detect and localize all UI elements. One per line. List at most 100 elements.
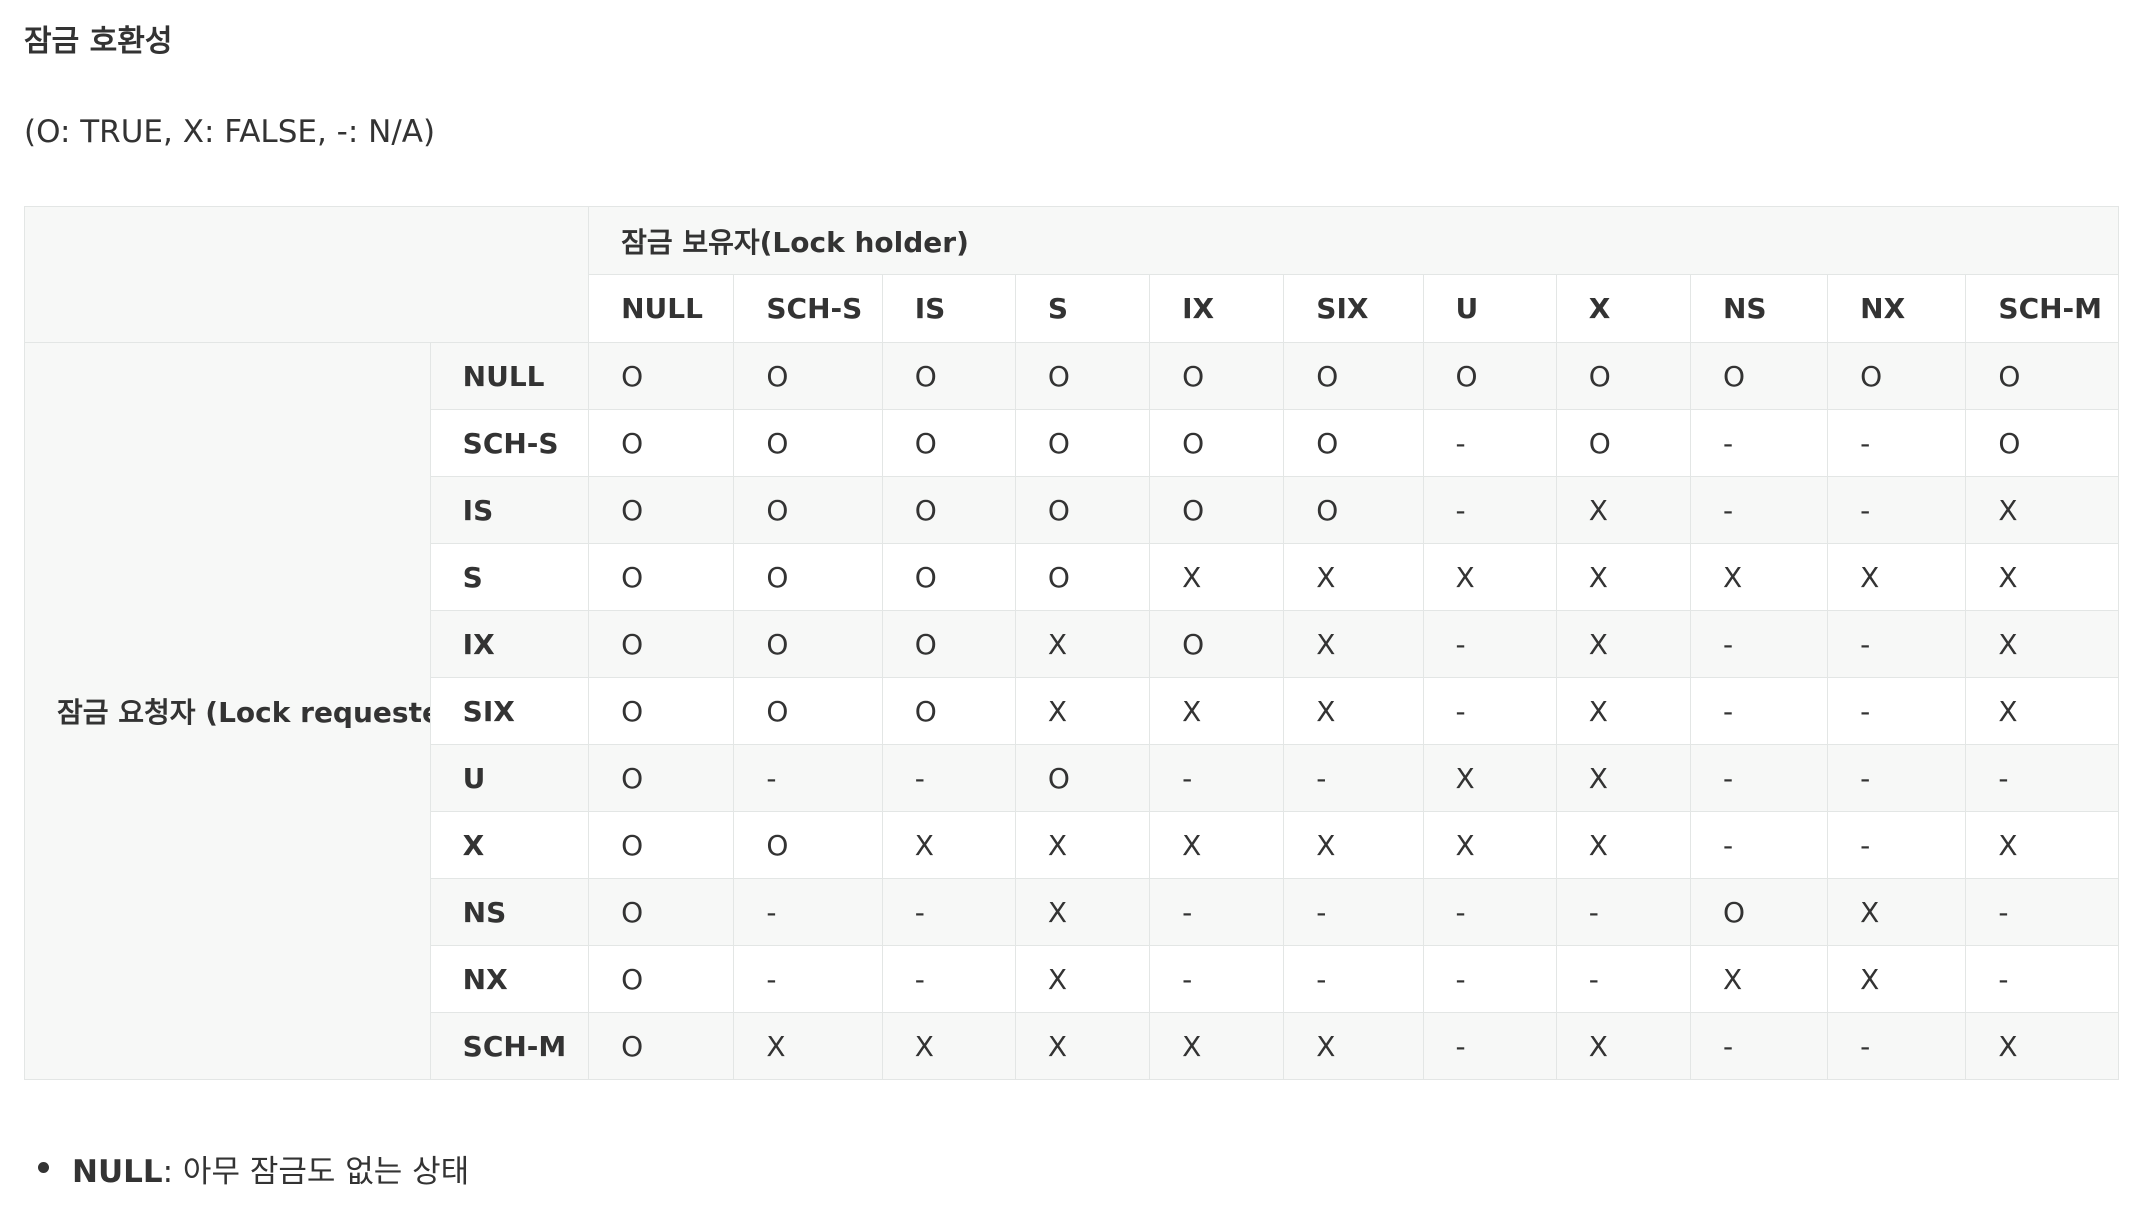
compat-cell: O <box>588 476 735 544</box>
bullet-list: NULL: 아무 잠금도 없는 상태 <box>24 1146 469 1191</box>
compat-cell: O <box>1283 342 1424 410</box>
compat-cell: O <box>733 543 883 611</box>
compat-cell: - <box>1422 878 1557 946</box>
legend-text: (O: TRUE, X: FALSE, -: N/A) <box>24 114 436 150</box>
column-header-u: U <box>1422 274 1557 343</box>
compat-cell: X <box>1014 945 1151 1013</box>
compat-cell: O <box>1965 342 2119 410</box>
compat-cell: - <box>1689 610 1829 678</box>
column-header-sch-s: SCH-S <box>733 274 883 343</box>
compat-cell: O <box>1149 409 1285 477</box>
compat-cell: X <box>1014 1012 1151 1080</box>
column-header-s: S <box>1014 274 1151 343</box>
compat-cell: - <box>1689 677 1829 745</box>
compat-cell: X <box>1965 476 2119 544</box>
compat-cell: X <box>1283 811 1424 879</box>
holder-header: 잠금 보유자(Lock holder) <box>588 206 2119 275</box>
compat-cell: O <box>1555 409 1691 477</box>
compat-cell: O <box>1689 878 1829 946</box>
compat-cell: X <box>1283 1012 1424 1080</box>
compat-cell: - <box>1283 945 1424 1013</box>
compat-cell: O <box>588 409 735 477</box>
column-header-x: X <box>1555 274 1691 343</box>
compat-cell: O <box>733 409 883 477</box>
compat-cell: X <box>1555 1012 1691 1080</box>
compat-cell: - <box>1422 945 1557 1013</box>
compat-cell: O <box>1014 744 1151 812</box>
compat-cell: - <box>1149 744 1285 812</box>
compat-cell: X <box>1555 610 1691 678</box>
compat-cell: O <box>733 476 883 544</box>
compat-cell: O <box>588 1012 735 1080</box>
compat-cell: X <box>1555 744 1691 812</box>
row-header-s: S <box>429 543 590 611</box>
compat-cell: X <box>881 1012 1016 1080</box>
compat-cell: X <box>733 1012 883 1080</box>
compat-cell: O <box>588 878 735 946</box>
bullet-term: NULL <box>72 1154 163 1190</box>
compat-cell: - <box>1283 744 1424 812</box>
row-header-six: SIX <box>429 677 590 745</box>
requester-header: 잠금 요청자 (Lock requester) <box>24 342 431 1080</box>
compat-cell: O <box>733 342 883 410</box>
compat-cell: X <box>1014 677 1151 745</box>
compat-cell: X <box>1283 610 1424 678</box>
compat-cell: - <box>1965 878 2119 946</box>
table-row: IS O O O O O O - X - - X <box>25 476 2119 544</box>
corner-cell <box>23 206 590 343</box>
compat-cell: X <box>1965 610 2119 678</box>
compat-cell: O <box>588 342 735 410</box>
compat-cell: X <box>1014 610 1151 678</box>
compat-cell: X <box>1965 677 2119 745</box>
compat-cell: - <box>1422 677 1557 745</box>
compat-cell: O <box>733 677 883 745</box>
compat-cell: X <box>1014 811 1151 879</box>
section-heading: 잠금 호환성 <box>24 24 173 59</box>
bullet-text: : 아무 잠금도 없는 상태 <box>162 1154 470 1190</box>
compat-cell: - <box>1689 409 1829 477</box>
compat-cell: O <box>1149 476 1285 544</box>
row-header-is: IS <box>429 476 590 544</box>
compat-cell: - <box>1827 677 1967 745</box>
row-header-x: X <box>429 811 590 879</box>
compat-cell: O <box>1283 476 1424 544</box>
compat-cell: O <box>881 610 1016 678</box>
compat-cell: O <box>881 476 1016 544</box>
compat-cell: O <box>588 945 735 1013</box>
column-header-six: SIX <box>1283 274 1424 343</box>
table-body: 잠금 보유자(Lock holder) NULL SCH-S IS S IX SIX U X N… <box>23 206 2119 1080</box>
table-row: SCH-S O O O O O O - O - - O <box>25 409 2119 477</box>
compat-cell: O <box>1422 342 1557 410</box>
column-header-null: NULL <box>588 274 735 343</box>
column-header-ns: NS <box>1689 274 1829 343</box>
compat-cell: X <box>1965 811 2119 879</box>
column-header-ix: IX <box>1149 274 1285 343</box>
compat-cell: - <box>881 945 1016 1013</box>
compat-cell: X <box>1827 543 1967 611</box>
table-row: IX O O O X O X - X - - X <box>25 610 2119 678</box>
table-row: 잠금 요청자 (Lock requester) NULL O O O O O O O O O O O <box>24 342 2119 1080</box>
compat-cell: - <box>1149 945 1285 1013</box>
compat-cell: O <box>1283 409 1424 477</box>
column-header-nx: NX <box>1827 274 1967 343</box>
row-header-nx: NX <box>429 945 590 1013</box>
compat-cell: - <box>881 744 1016 812</box>
compat-cell: O <box>588 744 735 812</box>
compat-cell: - <box>1149 878 1285 946</box>
compat-cell: X <box>1422 543 1557 611</box>
compat-cell: X <box>1014 878 1151 946</box>
compat-cell: X <box>881 811 1016 879</box>
compat-cell: X <box>1283 543 1424 611</box>
column-header-is: IS <box>881 274 1016 343</box>
bullet-dot-icon <box>38 1162 49 1173</box>
table-row: SCH-M O X X X X X - X - - X <box>25 1012 2119 1080</box>
compat-cell: X <box>1422 744 1557 812</box>
compat-cell: X <box>1555 677 1691 745</box>
compat-cell: - <box>1689 1012 1829 1080</box>
compat-cell: X <box>1555 476 1691 544</box>
compat-cell: - <box>1827 610 1967 678</box>
compat-cell: - <box>1965 945 2119 1013</box>
compat-cell: - <box>733 945 883 1013</box>
